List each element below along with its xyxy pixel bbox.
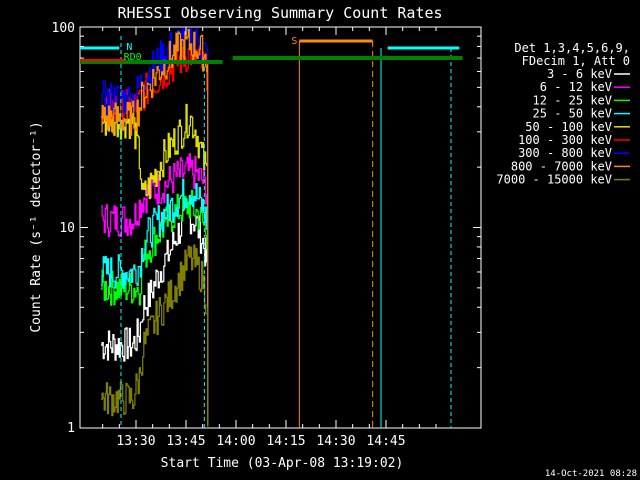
x-tick-label-1: 13:45 <box>166 434 205 449</box>
annotation-rd0: RD0 <box>124 52 142 63</box>
legend-label-4: 50 - 100 keV <box>525 120 612 134</box>
y-axis-label: Count Rate (s⁻¹ detector⁻¹) <box>29 121 44 332</box>
legend-label-1: 6 - 12 keV <box>540 80 612 94</box>
legend-header-1: Det 1,3,4,5,6,9, <box>514 41 630 55</box>
series-layer <box>101 28 209 427</box>
legend-label-7: 800 - 7000 keV <box>511 159 612 173</box>
footer-date: 14-Oct-2021 08:28 <box>545 469 637 479</box>
x-tick-label-2: 14:00 <box>216 434 255 449</box>
legend-label-6: 300 - 800 keV <box>518 146 612 160</box>
x-tick-label-3: 14:15 <box>266 434 305 449</box>
annotation-s: S <box>291 36 297 47</box>
series-line-8 <box>101 244 209 427</box>
legend-label-0: 3 - 6 keV <box>547 67 612 81</box>
legend-label-8: 7000 - 15000 keV <box>496 173 612 187</box>
y-tick-label-1: 1 <box>67 421 75 436</box>
legend-label-5: 100 - 300 keV <box>518 133 612 147</box>
series-line-3 <box>101 178 209 427</box>
series-line-6 <box>101 28 209 427</box>
series-line-7 <box>101 29 209 427</box>
y-tick-label-10: 10 <box>59 221 75 236</box>
x-tick-label-4: 14:30 <box>316 434 355 449</box>
series-line-1 <box>101 153 209 427</box>
x-tick-label-5: 14:45 <box>366 434 405 449</box>
x-axis-label: Start Time (03-Apr-08 13:19:02) <box>161 456 404 471</box>
y-tick-label-100: 100 <box>52 21 75 36</box>
chart-title: RHESSI Observing Summary Count Rates <box>117 4 442 22</box>
legend-label-3: 25 - 50 keV <box>533 107 612 121</box>
series-line-4 <box>101 103 209 427</box>
legend: Det 1,3,4,5,6,9, FDecim 1, Att 0 3 - 6 k… <box>496 41 630 187</box>
x-tick-label-0: 13:30 <box>116 434 155 449</box>
series-line-0 <box>101 204 209 427</box>
annotation-n: N <box>126 42 132 53</box>
legend-header-2: FDecim 1, Att 0 <box>522 54 630 68</box>
legend-label-2: 12 - 25 keV <box>533 93 612 107</box>
ticks-layer: 13:30 13:45 14:00 14:15 14:30 14:45 <box>80 27 481 449</box>
